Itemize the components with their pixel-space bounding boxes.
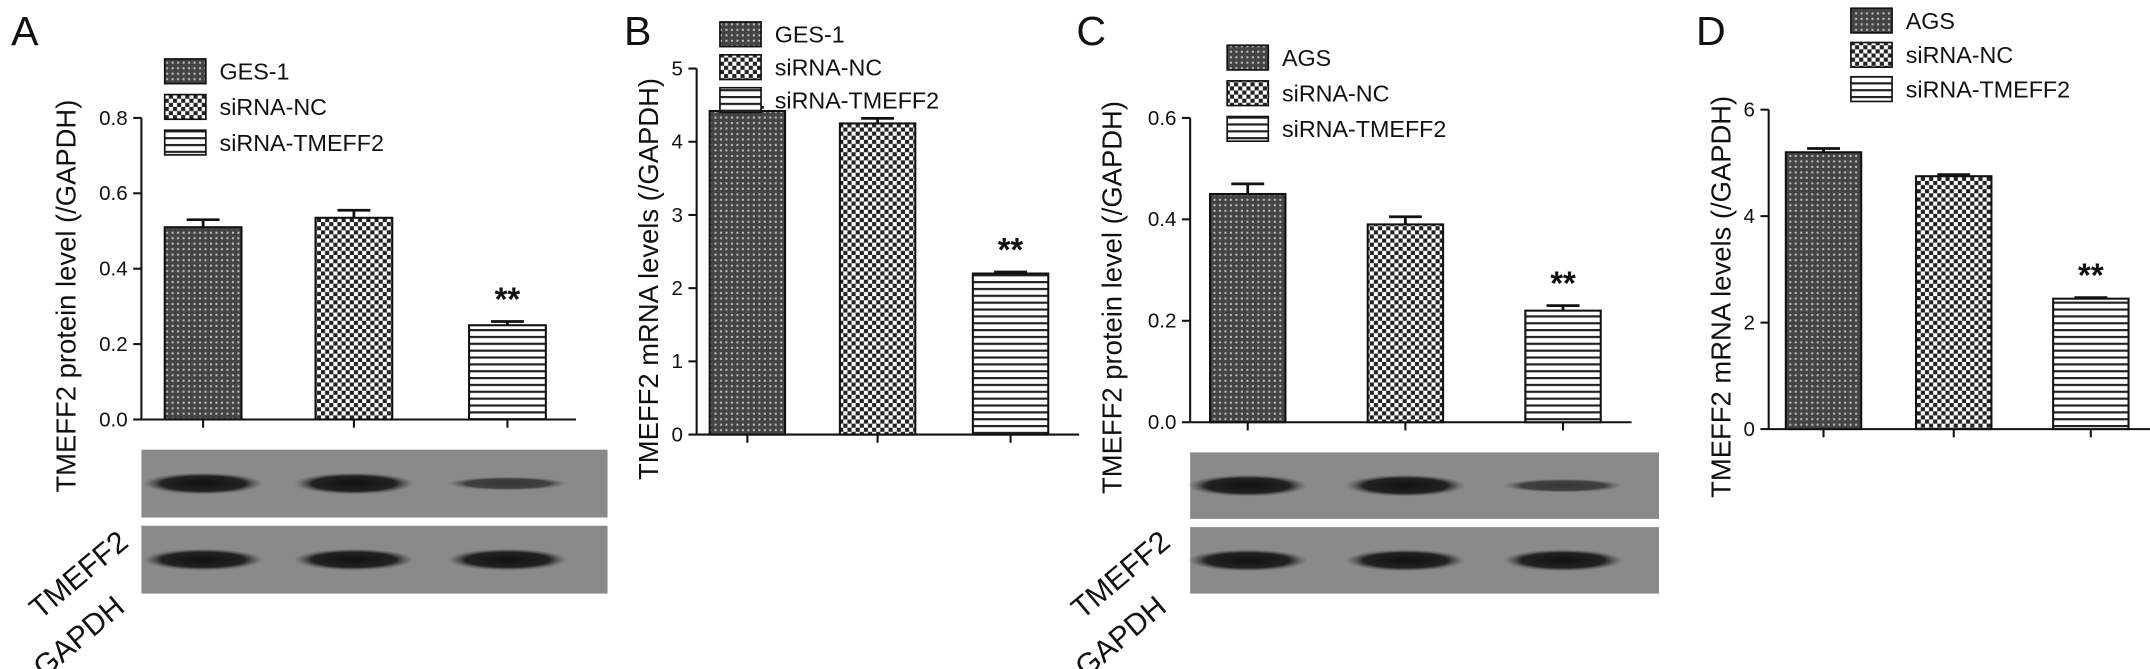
y-tick-label: 0 — [671, 423, 682, 446]
y-tick-label: 0.6 — [99, 182, 128, 205]
legend-swatch — [719, 86, 762, 114]
blot-band — [1187, 549, 1309, 572]
bar — [1784, 151, 1863, 431]
legend-swatch — [719, 21, 762, 48]
bar — [468, 324, 547, 421]
y-tick-label: 0.6 — [1148, 107, 1177, 130]
error-bar — [1807, 147, 1840, 153]
y-tick-label: 0.0 — [1148, 411, 1177, 434]
panel-letter: A — [11, 8, 39, 54]
y-tick-label: 4 — [1744, 205, 1755, 228]
blot-band — [293, 472, 415, 495]
legend-label: AGS — [1282, 45, 1331, 71]
y-tick-label: 2 — [671, 277, 682, 300]
y-tick-label: 0.4 — [1148, 208, 1177, 231]
legend-label: AGS — [1906, 8, 1955, 34]
legend-swatch — [1226, 44, 1270, 71]
error-bar — [994, 270, 1028, 274]
y-tick-label: 0.2 — [99, 333, 128, 356]
error-bar — [1388, 215, 1422, 225]
y-axis-label: TMEFF2 protein level (/GAPDH) — [1097, 101, 1128, 494]
y-tick-label: 3 — [671, 204, 682, 227]
y-tick-label: 0.4 — [99, 258, 128, 281]
y-tick-label: 4 — [671, 131, 682, 154]
legend-swatch — [163, 58, 207, 85]
error-bar — [861, 116, 895, 124]
bar — [708, 109, 787, 436]
legend-label: GES-1 — [775, 21, 845, 47]
legend-swatch — [163, 93, 207, 121]
error-bar — [1231, 182, 1265, 194]
y-tick-label: 2 — [1744, 311, 1755, 334]
legend-label: GES-1 — [220, 59, 290, 85]
blot-band — [1187, 474, 1309, 497]
panel-letter: D — [1696, 8, 1726, 54]
legend-swatch — [1850, 75, 1893, 103]
error-bar — [490, 320, 524, 326]
bar — [1366, 223, 1445, 424]
y-tick-label: 0.2 — [1148, 310, 1177, 333]
bar — [1209, 192, 1287, 424]
y-tick-label: 6 — [1744, 99, 1755, 122]
significance-annotation: ** — [495, 281, 521, 318]
blot-band — [293, 548, 415, 571]
legend-label: siRNA-TMEFF2 — [1906, 76, 2070, 102]
blot-band — [1502, 549, 1624, 572]
blot-band — [1345, 474, 1466, 497]
y-axis-label: TMEFF2 mRNA levels (/GAPDH) — [1705, 96, 1736, 498]
error-bar — [186, 218, 220, 228]
bar — [1524, 309, 1602, 424]
blot-band — [447, 476, 568, 491]
y-tick-label: 1 — [671, 350, 682, 373]
legend-swatch — [1226, 80, 1270, 107]
legend-label: siRNA-NC — [1282, 80, 1389, 106]
y-tick-label: 0.8 — [99, 107, 128, 130]
y-tick-label: 0.0 — [99, 408, 128, 431]
bar — [1915, 175, 1993, 431]
blot-band — [447, 548, 568, 571]
error-bar — [1937, 173, 1971, 177]
y-tick-label: 5 — [671, 57, 682, 80]
bar — [838, 122, 917, 436]
blot-band — [142, 548, 264, 571]
bar — [971, 272, 1050, 436]
panel-letter: B — [624, 8, 651, 54]
bar — [163, 226, 243, 421]
blot-band — [1345, 549, 1466, 572]
bar — [314, 216, 394, 421]
legend-label: siRNA-TMEFF2 — [1282, 116, 1446, 142]
y-tick-label: 0 — [1744, 418, 1755, 441]
error-bar — [2074, 296, 2108, 299]
y-axis-label: TMEFF2 mRNA levels (/GAPDH) — [633, 78, 664, 480]
legend-label: siRNA-NC — [1906, 42, 2013, 68]
blot-band — [142, 472, 264, 495]
legend-label: siRNA-TMEFF2 — [775, 87, 939, 113]
legend-label: siRNA-NC — [775, 54, 882, 80]
legend-swatch — [1226, 115, 1270, 143]
significance-annotation: ** — [1550, 265, 1576, 302]
bar — [2052, 297, 2130, 431]
legend-swatch — [719, 54, 762, 81]
panel-letter: C — [1076, 8, 1106, 54]
blot-band — [1502, 478, 1624, 493]
legend-label: siRNA-TMEFF2 — [220, 130, 384, 156]
legend-swatch — [163, 129, 207, 156]
significance-annotation: ** — [998, 231, 1024, 268]
legend-label: siRNA-NC — [220, 94, 327, 120]
error-bar — [337, 208, 371, 218]
significance-annotation: ** — [2078, 257, 2104, 294]
y-axis-label: TMEFF2 protein level (/GAPDH) — [51, 100, 82, 493]
legend-swatch — [1850, 41, 1893, 68]
error-bar — [1546, 304, 1580, 311]
legend-swatch — [1850, 7, 1893, 34]
